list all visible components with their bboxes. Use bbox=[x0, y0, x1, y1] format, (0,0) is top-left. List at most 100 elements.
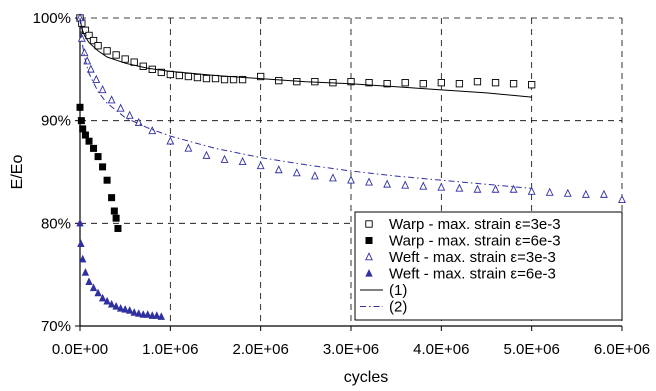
data-point-series-2 bbox=[365, 177, 373, 186]
data-point-series-2 bbox=[383, 179, 392, 188]
data-point-series-1 bbox=[114, 224, 122, 232]
data-point-series-2 bbox=[256, 161, 265, 170]
data-point-series-3 bbox=[121, 305, 129, 313]
data-point-series-3 bbox=[94, 288, 102, 297]
data-point-series-2 bbox=[491, 184, 500, 193]
data-point-series-3 bbox=[157, 312, 165, 320]
data-point-series-2 bbox=[292, 168, 301, 177]
data-point-series-2 bbox=[80, 48, 89, 57]
data-point-series-2 bbox=[92, 74, 101, 83]
data-point-series-1 bbox=[85, 137, 93, 145]
legend-marker bbox=[365, 237, 373, 245]
y-axis-label: E/Eo bbox=[9, 155, 26, 190]
data-point-series-1 bbox=[112, 214, 120, 222]
data-point-series-2 bbox=[401, 180, 410, 189]
data-point-series-0 bbox=[383, 80, 391, 88]
x-tick-label: 5.0E+06 bbox=[504, 341, 560, 358]
data-point-series-0 bbox=[473, 78, 482, 86]
data-point-series-3 bbox=[107, 299, 116, 308]
legend-label: Weft - max. strain ε=6e-3 bbox=[389, 266, 556, 283]
data-point-series-0 bbox=[121, 55, 129, 63]
data-point-series-1 bbox=[81, 131, 89, 139]
data-point-series-1 bbox=[76, 103, 84, 111]
x-axis-label: cycles bbox=[344, 369, 388, 386]
data-point-series-3 bbox=[77, 239, 85, 247]
data-point-series-0 bbox=[85, 31, 93, 40]
data-point-series-1 bbox=[79, 125, 87, 133]
data-point-series-3 bbox=[153, 311, 161, 319]
data-point-series-2 bbox=[473, 184, 482, 193]
data-point-series-2 bbox=[116, 103, 125, 112]
data-point-series-0 bbox=[419, 80, 427, 88]
data-point-series-0 bbox=[202, 74, 211, 83]
data-point-series-2 bbox=[202, 150, 211, 159]
x-tick-label: 1.0E+06 bbox=[142, 341, 198, 358]
x-tick-label: 6.0E+06 bbox=[594, 341, 650, 358]
data-point-series-1 bbox=[77, 117, 85, 125]
legend-marker bbox=[365, 269, 373, 277]
data-point-series-0 bbox=[211, 74, 220, 83]
data-point-series-2 bbox=[125, 110, 134, 119]
data-point-series-1 bbox=[110, 207, 118, 215]
data-point-series-3 bbox=[148, 311, 156, 319]
data-point-series-3 bbox=[81, 268, 90, 276]
data-point-series-0 bbox=[238, 75, 247, 84]
data-point-series-1 bbox=[103, 176, 111, 184]
data-point-series-3 bbox=[98, 293, 107, 302]
data-point-series-3 bbox=[103, 296, 111, 305]
data-point-series-2 bbox=[184, 143, 193, 152]
legend-label: (1) bbox=[389, 282, 407, 299]
data-point-series-2 bbox=[220, 154, 229, 163]
legend-label: Weft - max. strain ε=3e-3 bbox=[389, 249, 556, 266]
data-point-series-0 bbox=[220, 75, 229, 84]
legend-marker bbox=[365, 252, 373, 261]
data-point-series-3 bbox=[116, 304, 125, 312]
data-point-series-2 bbox=[527, 186, 536, 195]
data-point-series-0 bbox=[184, 72, 193, 81]
data-point-series-2 bbox=[600, 189, 608, 198]
data-point-series-2 bbox=[581, 189, 590, 198]
data-point-series-1 bbox=[108, 194, 116, 202]
y-tick-label: 100% bbox=[33, 10, 71, 27]
data-point-series-0 bbox=[401, 79, 409, 87]
data-point-series-2 bbox=[166, 136, 175, 145]
data-point-series-2 bbox=[347, 175, 355, 184]
data-point-series-2 bbox=[455, 183, 464, 192]
x-tick-label: 4.0E+06 bbox=[413, 341, 469, 358]
data-point-series-1 bbox=[99, 163, 107, 171]
data-point-series-2 bbox=[98, 85, 107, 94]
data-point-series-2 bbox=[86, 64, 95, 73]
data-point-series-2 bbox=[509, 184, 518, 193]
data-point-series-0 bbox=[347, 78, 355, 86]
data-point-series-2 bbox=[274, 165, 283, 174]
data-point-series-2 bbox=[148, 126, 157, 135]
y-tick-label: 90% bbox=[41, 113, 71, 130]
data-point-series-0 bbox=[157, 68, 165, 77]
data-point-series-3 bbox=[126, 306, 134, 314]
x-tick-label: 3.0E+06 bbox=[323, 341, 379, 358]
data-point-series-2 bbox=[618, 194, 626, 203]
legend-box bbox=[354, 211, 623, 321]
data-point-series-0 bbox=[437, 79, 445, 87]
data-point-series-0 bbox=[455, 80, 464, 88]
data-point-series-2 bbox=[437, 182, 446, 191]
legend-label: Warp - max. strain ε=6e-3 bbox=[389, 233, 561, 250]
y-tick-label: 70% bbox=[41, 318, 71, 335]
data-point-series-3 bbox=[112, 302, 120, 310]
data-point-series-0 bbox=[528, 81, 536, 89]
y-tick-label: 80% bbox=[41, 215, 71, 232]
data-point-series-2 bbox=[238, 156, 247, 165]
legend-label: (2) bbox=[389, 299, 407, 316]
data-point-series-0 bbox=[193, 73, 202, 82]
data-point-series-3 bbox=[89, 283, 98, 292]
data-point-series-3 bbox=[76, 218, 84, 227]
data-point-series-0 bbox=[166, 70, 174, 79]
data-point-series-3 bbox=[139, 310, 147, 318]
data-point-series-0 bbox=[509, 80, 518, 88]
data-point-series-3 bbox=[85, 277, 93, 285]
data-point-series-3 bbox=[144, 310, 152, 318]
x-tick-label: 2.0E+06 bbox=[233, 341, 289, 358]
legend-marker bbox=[365, 220, 373, 228]
